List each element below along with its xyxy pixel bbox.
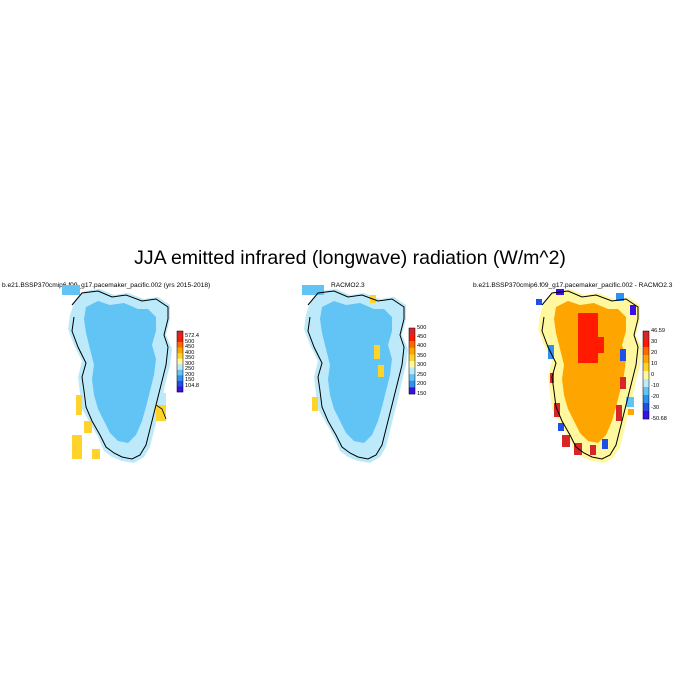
colorbar-tick-label: -10 <box>651 382 660 389</box>
colorbar-tick-label: 300 <box>417 362 427 369</box>
colorbar-tick-label: -30 <box>651 404 660 411</box>
panel-1-title: b.e21.BSSP370cmip6.f09_g17.pacemaker_pac… <box>2 282 211 289</box>
colorbar-swatch <box>409 334 415 342</box>
colorbar-swatch <box>643 347 649 356</box>
colorbar-tick-label: 350 <box>417 352 427 359</box>
colorbar-swatch <box>409 367 415 375</box>
colorbar-tick-label: 500 <box>417 324 427 331</box>
colorbar-swatch <box>177 380 183 387</box>
colorbar-swatch <box>177 369 183 376</box>
colorbar-tick-label: -20 <box>651 393 660 400</box>
colorbar-swatch <box>177 386 183 393</box>
colorbar-tick-label: 400 <box>417 343 427 350</box>
panel-3-colorbar <box>642 330 650 420</box>
colorbar-tick-label: 200 <box>185 371 195 378</box>
colorbar-swatch <box>177 336 183 343</box>
colorbar-swatch <box>177 358 183 365</box>
colorbar-tick-label: 200 <box>417 381 427 388</box>
panel-3-title: b.e21.BSSP370cmip6.f09_g17.pacemaker_pac… <box>473 282 673 289</box>
colorbar-swatch <box>643 387 649 396</box>
colorbar-tick-label: 104.8 <box>185 382 199 389</box>
colorbar-tick-label: 572.4 <box>185 333 199 340</box>
colorbar-swatch <box>409 328 415 335</box>
colorbar-swatch <box>177 342 183 348</box>
colorbar-tick-label: -50.68 <box>651 415 667 422</box>
colorbar-tick-label: 400 <box>185 349 195 356</box>
colorbar-swatch <box>177 331 183 337</box>
colorbar-swatch <box>409 341 415 348</box>
colorbar-swatch <box>409 380 415 388</box>
colorbar-swatch <box>409 361 415 368</box>
colorbar-tick-label: 300 <box>185 360 195 367</box>
colorbar-swatch <box>177 364 183 371</box>
panel-2-map <box>302 285 408 463</box>
colorbar-frame <box>642 330 650 420</box>
colorbar-swatch <box>643 411 649 420</box>
colorbar-tick-label: 450 <box>185 344 195 351</box>
colorbar-swatch <box>409 374 415 381</box>
panel-3-map <box>536 289 642 463</box>
colorbar-swatch <box>643 355 649 364</box>
colorbar-tick-label: 10 <box>651 360 658 367</box>
colorbar-swatch <box>643 331 649 340</box>
colorbar-swatch <box>409 347 415 355</box>
colorbar-frame <box>176 330 184 393</box>
colorbar-tick-label: 46.59 <box>651 327 665 334</box>
colorbar-tick-label: 250 <box>185 366 195 373</box>
colorbar-swatch <box>643 403 649 412</box>
panel-2-title: RACMO2.3 <box>331 282 365 289</box>
colorbar-tick-label: 30 <box>651 338 658 345</box>
colorbar-swatch <box>177 347 183 354</box>
colorbar-swatch <box>177 353 183 359</box>
colorbar-swatch <box>643 363 649 372</box>
panel-2-colorbar <box>408 327 416 395</box>
colorbar-swatch <box>409 387 415 395</box>
colorbar-tick-label: 0 <box>651 371 655 378</box>
colorbar-frame <box>408 327 416 395</box>
colorbar-swatch <box>643 339 649 348</box>
colorbar-tick-label: 20 <box>651 349 658 356</box>
colorbar-swatch <box>643 379 649 388</box>
colorbar-tick-label: 500 <box>185 338 195 345</box>
figure-title: JJA emitted infrared (longwave) radiatio… <box>134 247 566 269</box>
colorbar-tick-label: 150 <box>185 377 195 384</box>
panel-1-colorbar <box>176 330 184 393</box>
colorbar-swatch <box>643 395 649 404</box>
colorbar-swatch <box>177 375 183 382</box>
colorbar-tick-label: 350 <box>185 355 195 362</box>
colorbar-tick-label: 250 <box>417 371 427 378</box>
colorbar-tick-label: 150 <box>417 390 427 397</box>
colorbar-swatch <box>409 354 415 362</box>
panel-1-map <box>62 285 172 463</box>
colorbar-swatch <box>643 371 649 380</box>
colorbar-tick-label: 450 <box>417 333 427 340</box>
